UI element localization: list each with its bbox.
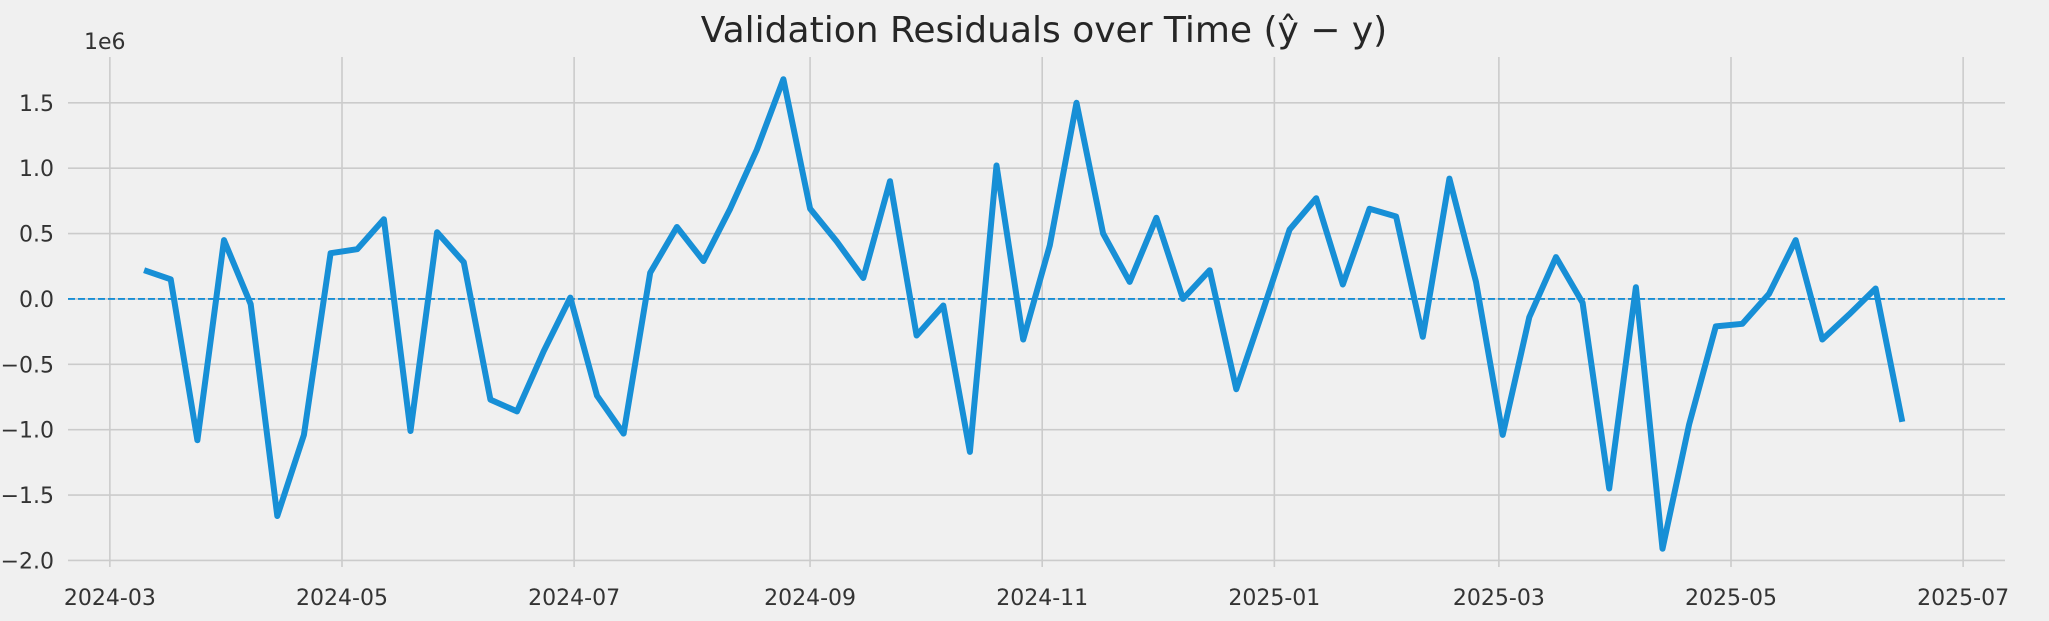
x-tick-label: 2025-03 [1453,586,1545,611]
x-tick-label: 2025-07 [1917,586,2009,611]
y-tick-label: −1.0 [1,419,54,444]
x-tick-label: 2024-07 [528,586,620,611]
x-tick-label: 2024-11 [996,586,1088,611]
x-tick-label: 2025-01 [1228,586,1320,611]
y-axis-offset-label: 1e6 [84,30,126,55]
y-tick-label: 1.5 [19,92,54,117]
residual-series-line [143,76,1906,552]
y-tick-label: 0.0 [19,288,54,313]
chart-title: Validation Residuals over Time (ŷ − y) [701,10,1387,51]
y-tick-label: −2.0 [1,549,54,574]
x-tick-label: 2025-05 [1685,586,1777,611]
x-axis-tick-labels: 2024-03 2024-05 2024-07 2024-09 2024-11 2025-… [64,586,2009,611]
y-tick-label: −0.5 [1,353,54,378]
y-axis-tick-labels: −2.0 −1.5 −1.0 −0.5 0.0 0.5 1.0 1.5 [1,92,54,575]
x-tick-label: 2024-09 [764,586,856,611]
y-tick-label: 1.0 [19,157,54,182]
x-tick-label: 2024-05 [296,586,388,611]
y-tick-label: 0.5 [19,223,54,248]
y-tick-label: −1.5 [1,484,54,509]
x-tick-label: 2024-03 [64,586,156,611]
